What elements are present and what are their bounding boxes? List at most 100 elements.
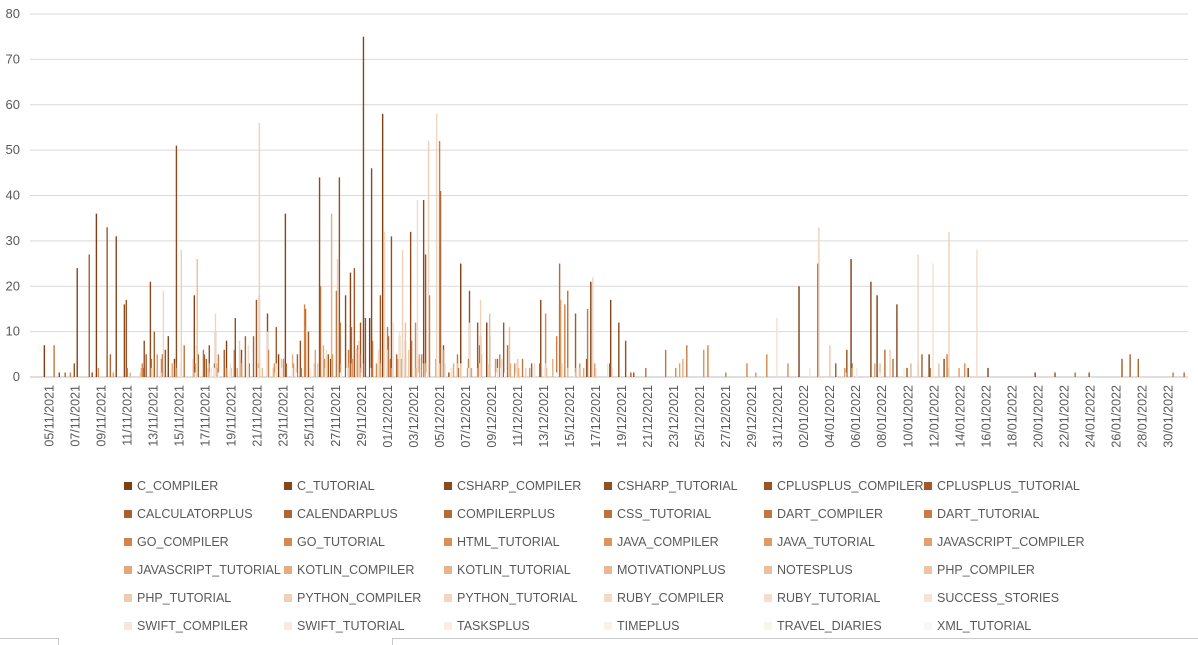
legend-label: CPLUSPLUS_COMPILER bbox=[777, 479, 924, 493]
legend-label: C_TUTORIAL bbox=[297, 479, 375, 493]
legend-swatch bbox=[604, 594, 612, 602]
bar-javascript-tutorial bbox=[582, 367, 585, 377]
bar-csharp-tutorial bbox=[846, 349, 848, 377]
bar-xml-tutorial bbox=[360, 372, 363, 377]
bar-ruby-compiler bbox=[416, 200, 419, 377]
bar-csharp-compiler bbox=[58, 372, 61, 377]
bar-timeplus bbox=[345, 367, 348, 377]
bar-success-stories bbox=[210, 367, 212, 377]
bar-go-compiler bbox=[564, 304, 566, 377]
bar-compilerplus bbox=[389, 358, 392, 377]
bar-compilerplus bbox=[233, 349, 236, 377]
bar-go-tutorial bbox=[375, 363, 378, 377]
bar-travel-diaries bbox=[573, 372, 576, 377]
bar-kotlin-tutorial bbox=[350, 363, 353, 377]
bar-success-stories bbox=[496, 367, 499, 377]
bar-java-compiler bbox=[208, 363, 210, 377]
bar-css-tutorial bbox=[645, 367, 647, 377]
bar-dart-compiler bbox=[53, 345, 55, 377]
bottom-frame bbox=[0, 638, 1198, 645]
x-tick-label: 25/11/2021 bbox=[303, 385, 317, 447]
bar-kotlin-tutorial bbox=[207, 367, 209, 377]
bar-dart-tutorial bbox=[477, 363, 480, 377]
x-tick-label: 26/01/2022 bbox=[1109, 385, 1123, 448]
bar-calculatorplus bbox=[387, 336, 390, 377]
bar-success-stories bbox=[809, 367, 811, 377]
legend-swatch bbox=[284, 594, 292, 602]
legend-item: NOTESPLUS bbox=[764, 559, 924, 581]
bar-cplusplus-tutorial bbox=[197, 354, 199, 377]
legend-item: HTML_TUTORIAL bbox=[444, 531, 604, 553]
bar-go-compiler bbox=[69, 372, 72, 377]
legend-swatch bbox=[444, 538, 452, 546]
bar-csharp-tutorial bbox=[390, 236, 393, 377]
bar-php-tutorial bbox=[160, 372, 163, 377]
bar-cplusplus-compiler bbox=[307, 331, 310, 378]
bar-compilerplus bbox=[350, 327, 353, 377]
x-tick-label: 07/11/2021 bbox=[69, 385, 83, 447]
bar-cplusplus-tutorial bbox=[353, 268, 356, 377]
bar-success-stories bbox=[392, 322, 395, 377]
legend-swatch bbox=[124, 594, 132, 602]
bar-dart-compiler bbox=[339, 322, 342, 377]
bar-c-compiler bbox=[460, 263, 462, 377]
legend-item: CPLUSPLUS_COMPILER bbox=[764, 475, 924, 497]
bar-cplusplus-compiler bbox=[633, 372, 635, 377]
bar-c-tutorial bbox=[167, 336, 169, 377]
bar-java-compiler bbox=[494, 358, 497, 377]
legend-swatch bbox=[124, 538, 132, 546]
bar-go-compiler bbox=[225, 367, 228, 377]
bar-csharp-tutorial bbox=[143, 340, 145, 377]
bar-c-tutorial bbox=[870, 281, 872, 377]
bar-cplusplus-tutorial bbox=[457, 367, 460, 377]
x-tick-label: 11/11/2021 bbox=[121, 385, 135, 446]
bar-ruby-tutorial bbox=[450, 367, 453, 377]
bar-php-tutorial bbox=[355, 349, 358, 377]
bar-javascript-compiler bbox=[418, 354, 421, 377]
legend-item: XML_TUTORIAL bbox=[924, 615, 1084, 637]
bar-go-compiler bbox=[420, 354, 423, 377]
gridlines bbox=[30, 13, 1188, 378]
bar-compilerplus bbox=[194, 363, 196, 377]
legend-item: JAVA_TUTORIAL bbox=[764, 531, 924, 553]
bar-html-tutorial bbox=[240, 363, 243, 377]
legend-swatch bbox=[444, 566, 452, 574]
bar-c-tutorial bbox=[987, 367, 989, 377]
bar-csharp-compiler bbox=[240, 349, 243, 377]
bar-java-compiler bbox=[273, 363, 276, 377]
legend-item: KOTLIN_COMPILER bbox=[284, 559, 444, 581]
x-tick-label: 22/01/2022 bbox=[1057, 385, 1071, 448]
bar-csharp-compiler bbox=[422, 200, 425, 377]
bar-javascript-compiler bbox=[874, 363, 876, 377]
bar-compilerplus bbox=[1183, 372, 1185, 377]
bar-notesplus bbox=[404, 322, 407, 377]
bar-cplusplus-compiler bbox=[359, 322, 362, 377]
bar-css-tutorial bbox=[150, 358, 153, 377]
bar-c-compiler bbox=[43, 345, 46, 377]
bar-calculatorplus bbox=[244, 336, 247, 377]
bar-python-tutorial bbox=[501, 358, 503, 377]
x-tick-label: 05/12/2021 bbox=[433, 385, 447, 448]
bar-ruby-tutorial bbox=[229, 363, 232, 377]
x-tick-label: 30/01/2022 bbox=[1161, 385, 1175, 448]
bar-javascript-tutorial bbox=[192, 358, 195, 377]
legend-item: DART_TUTORIAL bbox=[924, 503, 1084, 525]
bar-calendarplus bbox=[395, 354, 398, 377]
bar-compilerplus bbox=[884, 349, 886, 377]
legend-label: TASKSPLUS bbox=[457, 619, 530, 633]
bar-motivationplus bbox=[879, 363, 881, 377]
bar-cplusplus-tutorial bbox=[223, 349, 225, 377]
bar-success-stories bbox=[275, 363, 277, 377]
bar-python-compiler bbox=[479, 299, 482, 377]
bar-java-compiler bbox=[755, 372, 757, 377]
legend-swatch bbox=[764, 566, 772, 574]
bar-travel-diaries bbox=[339, 372, 342, 377]
bar-python-compiler bbox=[336, 259, 339, 377]
bar-cplusplus-tutorial bbox=[145, 354, 147, 377]
legend-swatch bbox=[444, 622, 452, 630]
bar-swift-compiler bbox=[257, 367, 260, 377]
legend-label: TIMEPLUS bbox=[617, 619, 680, 633]
legend-swatch bbox=[924, 538, 932, 546]
bar-c-tutorial bbox=[349, 272, 352, 377]
legend-item: PHP_TUTORIAL bbox=[124, 587, 284, 609]
